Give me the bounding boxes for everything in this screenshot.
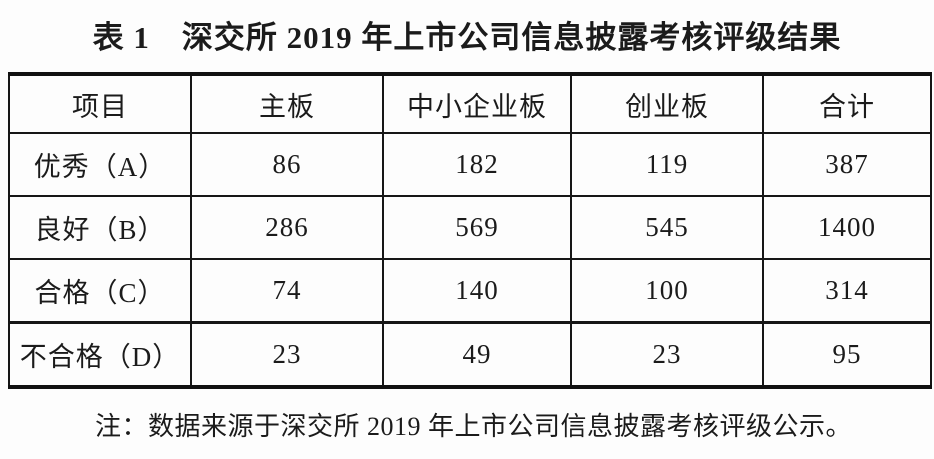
table-cell: 23: [570, 321, 764, 388]
table-cell: 182: [382, 132, 572, 197]
table-row: 不合格（D） 23 49 23 95: [8, 321, 932, 388]
source-note: 注：数据来源于深交所 2019 年上市公司信息披露考核评级公示。: [95, 412, 853, 441]
column-header-total: 合计: [762, 73, 932, 134]
column-header-chinext: 创业板: [570, 73, 764, 134]
column-header-item: 项目: [8, 73, 192, 134]
table-cell: 100: [570, 258, 764, 324]
table-row: 良好（B） 286 569 545 1400: [8, 195, 932, 260]
table-cell: 49: [382, 321, 572, 388]
table-cell: 286: [190, 195, 384, 260]
table-cell: 140: [382, 258, 572, 324]
table-cell: 74: [190, 258, 384, 324]
table-cell: 1400: [762, 195, 932, 260]
table-row: 优秀（A） 86 182 119 387: [8, 132, 932, 197]
table-cell: 314: [762, 258, 932, 324]
table-cell: 545: [570, 195, 764, 260]
row-label: 良好（B）: [8, 195, 192, 260]
table-cell: 95: [762, 321, 932, 388]
rating-table: 项目 主板 中小企业板 创业板 合计 优秀（A） 86 182 119 387 …: [8, 72, 932, 389]
column-header-main: 主板: [190, 73, 384, 134]
row-label: 不合格（D）: [8, 321, 192, 388]
table-row: 合格（C） 74 140 100 314: [8, 258, 932, 324]
row-label: 优秀（A）: [8, 132, 192, 197]
table-cell: 569: [382, 195, 572, 260]
table-cell: 86: [190, 132, 384, 197]
table-cell: 23: [190, 321, 384, 388]
row-label: 合格（C）: [8, 258, 192, 324]
column-header-sme: 中小企业板: [382, 73, 572, 134]
table-cell: 387: [762, 132, 932, 197]
table-title: 表 1 深交所 2019 年上市公司信息披露考核评级结果: [92, 20, 842, 55]
table-cell: 119: [570, 132, 764, 197]
header-row: 项目 主板 中小企业板 创业板 合计: [8, 73, 932, 134]
